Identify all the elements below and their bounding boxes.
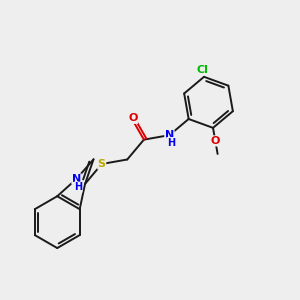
- Text: Cl: Cl: [197, 64, 209, 75]
- Text: N: N: [165, 130, 174, 140]
- Text: H: H: [74, 182, 82, 192]
- Text: H: H: [167, 137, 175, 148]
- Text: N: N: [72, 174, 81, 184]
- Text: S: S: [98, 159, 106, 169]
- Text: O: O: [211, 136, 220, 146]
- Text: O: O: [128, 113, 137, 123]
